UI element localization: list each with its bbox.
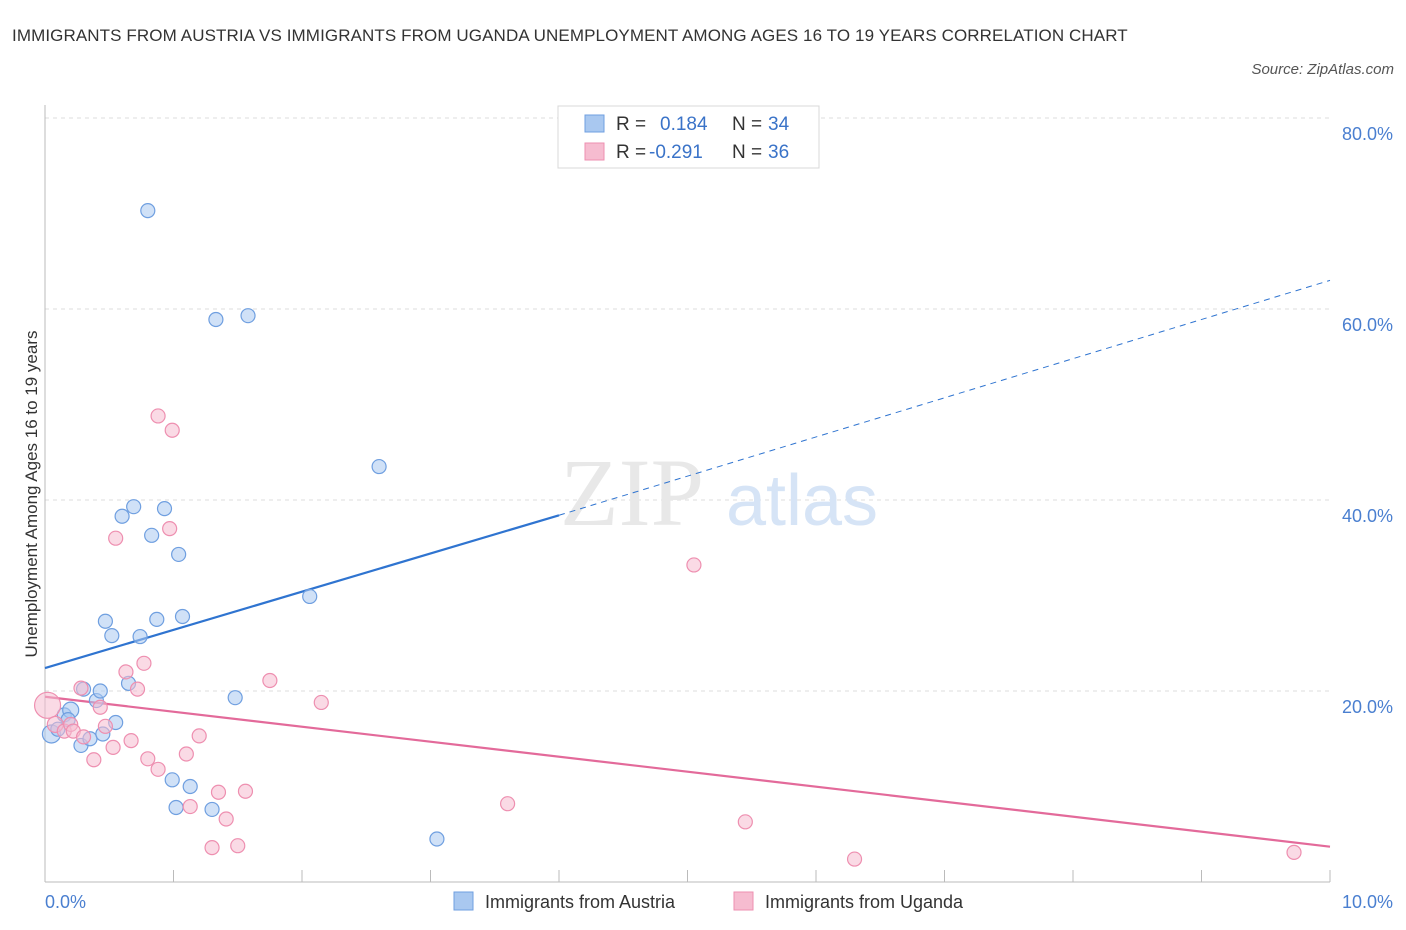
- data-point-uganda: [73, 680, 89, 696]
- series-label-austria: Immigrants from Austria: [485, 892, 676, 912]
- data-point-austria: [156, 500, 173, 517]
- series-swatch-austria: [453, 891, 474, 911]
- data-point-austria: [114, 508, 130, 524]
- data-point-uganda: [118, 664, 134, 680]
- x-tick-label: 0.0%: [45, 892, 86, 912]
- data-point-uganda: [846, 851, 863, 867]
- data-point-austria: [204, 801, 220, 818]
- trend-line-uganda: [44, 695, 1331, 848]
- data-point-uganda: [191, 728, 207, 744]
- watermark: ZIP atlas: [560, 439, 878, 546]
- y-tick-label: 40.0%: [1342, 506, 1393, 526]
- data-point-austria: [302, 588, 318, 605]
- data-point-austria: [144, 527, 160, 543]
- data-point-austria: [227, 690, 243, 706]
- legend-r-value: 0.184: [660, 114, 708, 135]
- data-point-uganda: [262, 672, 278, 689]
- data-point-uganda: [150, 408, 166, 424]
- data-point-uganda: [140, 751, 156, 767]
- data-point-uganda: [123, 733, 139, 749]
- correlation-legend: R = 0.184 N = 34 R = -0.291 N = 36: [557, 105, 820, 169]
- data-point-uganda: [129, 681, 146, 697]
- data-point-uganda: [1286, 844, 1302, 860]
- data-point-austria: [182, 778, 198, 795]
- data-point-uganda: [210, 784, 227, 800]
- x-tick-label: 10.0%: [1342, 892, 1393, 912]
- data-point-uganda: [75, 729, 92, 745]
- data-point-austria: [371, 458, 387, 475]
- legend-n-value: 34: [768, 114, 790, 135]
- data-point-uganda: [86, 752, 102, 768]
- data-point-uganda: [237, 783, 254, 799]
- data-point-uganda: [737, 814, 753, 830]
- data-point-uganda: [313, 694, 329, 711]
- data-point-austria: [97, 613, 113, 629]
- data-point-uganda: [136, 655, 152, 671]
- data-point-uganda: [105, 739, 121, 755]
- data-point-austria: [164, 772, 180, 788]
- data-point-uganda: [686, 557, 702, 573]
- data-point-austria: [174, 608, 191, 625]
- y-tick-label: 80.0%: [1342, 124, 1393, 144]
- data-point-uganda: [178, 746, 194, 762]
- legend-n-label: N =: [732, 142, 762, 163]
- trend-lines: [44, 279, 1331, 848]
- data-point-austria: [208, 311, 224, 328]
- series-legend: Immigrants from Austria Immigrants from …: [453, 891, 964, 912]
- data-point-austria: [240, 308, 256, 324]
- legend-n-label: N =: [732, 114, 762, 135]
- grid-lines: [45, 117, 1330, 692]
- y-tick-label: 20.0%: [1342, 697, 1393, 717]
- watermark-zip: ZIP: [560, 439, 704, 546]
- watermark-atlas: atlas: [726, 461, 878, 541]
- data-point-uganda: [230, 838, 246, 854]
- data-point-austria: [168, 799, 184, 816]
- legend-r-value: -0.291: [649, 142, 703, 163]
- data-point-austria: [140, 203, 156, 219]
- y-axis-label: Unemployment Among Ages 16 to 19 years: [22, 331, 41, 658]
- data-point-uganda: [182, 798, 198, 815]
- data-point-uganda: [500, 796, 516, 812]
- data-point-austria: [171, 546, 187, 563]
- data-point-austria: [149, 611, 165, 627]
- data-point-uganda: [204, 840, 220, 856]
- data-point-uganda: [164, 422, 180, 438]
- trend-line-austria-extension: [558, 279, 1331, 516]
- data-point-austria: [104, 628, 120, 644]
- data-point-uganda: [92, 699, 108, 715]
- data-points: [33, 203, 1302, 867]
- data-point-austria: [126, 499, 142, 515]
- x-tick-labels: 0.0% 10.0%: [45, 892, 1393, 912]
- series-label-uganda: Immigrants from Uganda: [765, 892, 964, 912]
- data-point-uganda: [108, 530, 124, 546]
- data-point-uganda: [97, 718, 113, 734]
- data-point-uganda: [162, 521, 178, 537]
- data-point-austria: [92, 683, 108, 699]
- trend-line-austria: [44, 514, 560, 670]
- y-tick-label: 60.0%: [1342, 315, 1393, 335]
- data-point-uganda: [218, 811, 234, 827]
- y-tick-labels: 20.0% 40.0% 60.0% 80.0%: [1342, 124, 1393, 717]
- data-point-austria: [429, 831, 445, 847]
- chart-title: IMMIGRANTS FROM AUSTRIA VS IMMIGRANTS FR…: [12, 26, 1128, 45]
- legend-swatch-uganda: [584, 142, 605, 161]
- series-swatch-uganda: [733, 891, 754, 911]
- data-point-austria: [132, 628, 148, 645]
- axes: [44, 105, 1331, 883]
- data-point-uganda: [33, 691, 62, 719]
- legend-r-label: R =: [616, 114, 646, 135]
- legend-swatch-austria: [584, 114, 605, 133]
- legend-r-label: R =: [616, 142, 646, 163]
- source-label: Source: ZipAtlas.com: [1251, 61, 1394, 78]
- data-point-uganda: [150, 761, 166, 777]
- legend-n-value: 36: [768, 142, 789, 163]
